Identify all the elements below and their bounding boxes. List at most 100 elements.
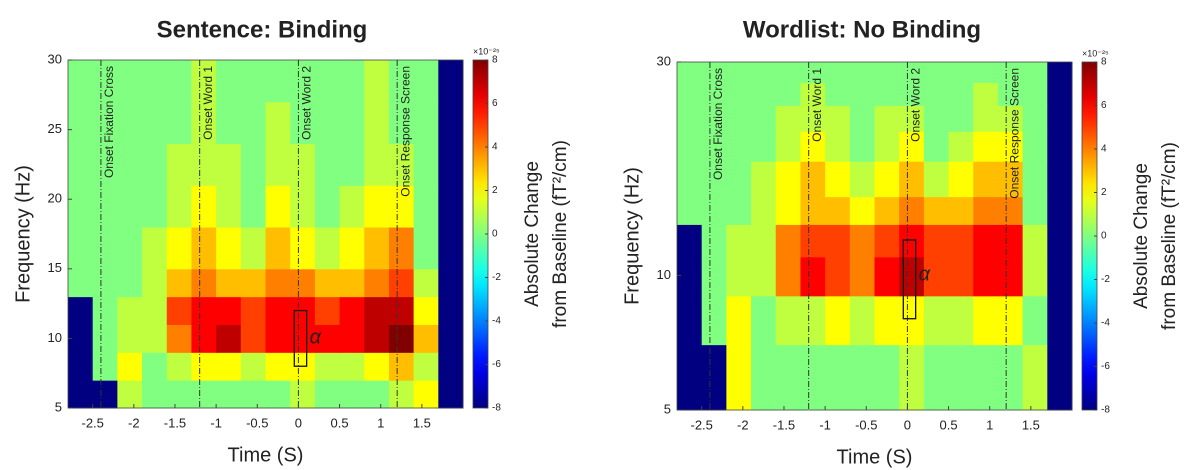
heatmap-cell xyxy=(997,161,1024,198)
heatmap-cell xyxy=(117,101,143,145)
heatmap-cell xyxy=(701,62,727,83)
event-label: Onset Response Screen xyxy=(398,66,412,197)
y-tick-label: 30 xyxy=(657,53,671,68)
x-axis-label: Time (S) xyxy=(837,446,913,468)
heatmap-cell xyxy=(142,324,168,353)
colorbar-tick-label: 8 xyxy=(1101,57,1107,68)
heatmap-cell xyxy=(923,62,950,83)
heatmap-cell xyxy=(388,352,415,381)
heatmap-cell xyxy=(314,101,341,145)
heatmap-cell xyxy=(191,380,217,409)
heatmap-cell xyxy=(1022,295,1048,346)
heatmap-cell xyxy=(290,380,316,409)
heatmap-cell xyxy=(677,256,703,297)
chart-title: Sentence: Binding xyxy=(157,16,368,43)
heatmap-cell xyxy=(874,196,900,225)
heatmap-cell xyxy=(216,380,242,409)
heatmap-cell xyxy=(701,82,727,106)
y-tick-label: 25 xyxy=(48,121,62,136)
heatmap-cell xyxy=(677,62,703,83)
heatmap-cell xyxy=(775,161,801,198)
heatmap-cell xyxy=(216,227,242,270)
heatmap-cell xyxy=(997,62,1024,83)
heatmap-cell xyxy=(265,324,291,353)
x-tick-label: -2 xyxy=(128,415,140,430)
heatmap-cell xyxy=(314,227,341,270)
heatmap-cell xyxy=(899,62,925,83)
heatmap-cell xyxy=(775,256,801,297)
event-label: Onset Fixation Cross xyxy=(102,66,116,178)
heatmap-cell xyxy=(117,185,143,228)
heatmap-cell xyxy=(825,295,851,346)
heatmap-cell xyxy=(849,256,875,297)
heatmap-cell xyxy=(68,60,94,103)
heatmap-cell xyxy=(677,161,703,198)
heatmap-cell xyxy=(413,352,439,381)
heatmap-cell xyxy=(948,295,974,346)
heatmap-cell xyxy=(973,161,999,198)
heatmap-cell xyxy=(413,60,439,103)
heatmap-cell xyxy=(290,268,316,298)
heatmap-cell xyxy=(216,324,242,353)
heatmap-cell xyxy=(216,352,242,381)
heatmap-cell xyxy=(117,227,143,270)
heatmap-cell xyxy=(265,268,291,298)
heatmap-cell xyxy=(1022,105,1048,132)
heatmap-cell xyxy=(973,62,999,83)
heatmap-cell xyxy=(216,101,242,145)
colorbar-tick-label: -2 xyxy=(1101,274,1110,285)
heatmap-cell xyxy=(825,62,851,83)
x-tick-label: -1 xyxy=(210,415,222,430)
heatmap-cell xyxy=(142,227,168,270)
heatmap-cell xyxy=(849,131,875,162)
heatmap-cell xyxy=(726,256,752,297)
heatmap-cell xyxy=(166,296,192,325)
heatmap-cell xyxy=(92,352,118,381)
heatmap-cell xyxy=(899,196,925,225)
alpha-box xyxy=(902,239,917,320)
heatmap-cell xyxy=(339,60,365,103)
x-tick-label: -1 xyxy=(819,417,831,432)
heatmap-cell xyxy=(751,256,777,297)
heatmap-cell xyxy=(973,256,999,297)
heatmap-cell xyxy=(973,82,999,106)
heatmap-cell xyxy=(1022,256,1048,297)
colorbar-label: from Baseline (fT²/cm) xyxy=(1159,142,1180,330)
heatmap-cell xyxy=(413,296,439,325)
heatmap-cell xyxy=(1022,344,1048,411)
heatmap-cell xyxy=(874,224,900,258)
heatmap-cell xyxy=(874,131,900,162)
heatmap-cell xyxy=(191,268,217,298)
heatmap-cell xyxy=(68,268,94,298)
heatmap-cell xyxy=(68,101,94,145)
colorbar-tick-label: 4 xyxy=(492,142,498,153)
heatmap-cell xyxy=(290,60,316,103)
heatmap-cell xyxy=(948,256,974,297)
heatmap-cell xyxy=(1022,196,1048,225)
colorbar-label: from Baseline (fT²/cm) xyxy=(550,140,571,328)
heatmap-cell xyxy=(997,344,1024,411)
x-tick-label: 0.5 xyxy=(331,415,349,430)
heatmap-cell xyxy=(265,352,291,381)
heatmap-cell xyxy=(751,196,777,225)
heatmap-cell xyxy=(775,196,801,225)
heatmap-cell xyxy=(899,131,925,162)
heatmap-cell xyxy=(997,224,1024,258)
heatmap-cell xyxy=(240,185,266,228)
heatmap-cell xyxy=(751,224,777,258)
heatmap-cell xyxy=(364,296,390,325)
heatmap-cell xyxy=(825,82,851,106)
heatmap-cell xyxy=(677,344,703,411)
heatmap-cell xyxy=(388,296,415,325)
heatmap-cell xyxy=(117,60,143,103)
heatmap-cell xyxy=(314,143,341,186)
heatmap-cell xyxy=(800,62,826,83)
heatmap-cell xyxy=(726,344,752,411)
heatmap-cell xyxy=(874,256,900,297)
heatmap-cell xyxy=(413,185,439,228)
heatmap-cell xyxy=(973,295,999,346)
heatmap-cell xyxy=(216,296,242,325)
event-label: Onset Word 1 xyxy=(810,68,824,142)
heatmap-cell xyxy=(825,105,851,132)
